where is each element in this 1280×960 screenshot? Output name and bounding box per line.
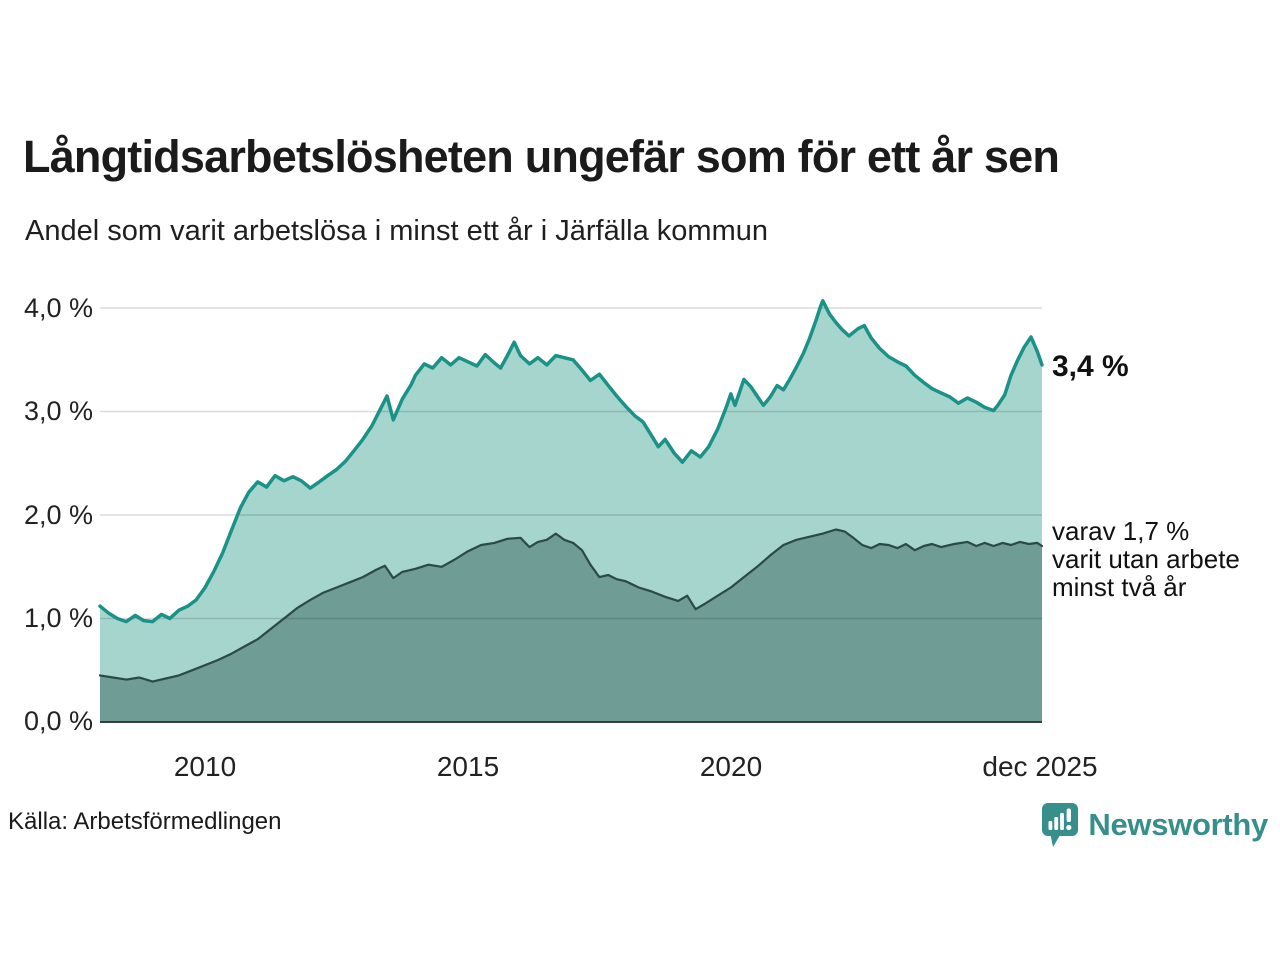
page-title: Långtidsarbetslösheten ungefär som för e…	[23, 131, 1060, 182]
newsworthy-bubble-chart-icon	[1041, 802, 1079, 848]
chart-series-lines	[98, 299, 1044, 683]
series-area	[100, 529, 1042, 722]
y-tick-label: 4,0 %	[23, 293, 93, 323]
annotation-line: varit utan arbete	[1052, 544, 1240, 574]
series-line	[98, 528, 1044, 683]
brand-name: Newsworthy	[1088, 807, 1268, 842]
x-tick-label: 2010	[173, 751, 237, 782]
chart-area-fills	[100, 300, 1042, 722]
chart-subtitle: Andel som varit arbetslösa i minst ett å…	[25, 215, 768, 247]
y-tick-label: 1,0 %	[23, 603, 93, 633]
x-tick-label: dec 2025	[982, 751, 1098, 782]
y-tick-label: 2,0 %	[23, 500, 93, 530]
y-tick-label: 3,0 %	[23, 396, 93, 426]
series-end-value-label: 3,4 %	[1052, 350, 1129, 383]
x-tick-label: 2015	[436, 751, 500, 782]
source-attribution: Källa: Arbetsförmedlingen	[8, 808, 282, 835]
chart-gridlines	[100, 307, 1042, 620]
series-annotation: varav 1,7 % varit utan arbete minst två …	[1052, 517, 1240, 601]
x-tick-label: 2020	[699, 751, 763, 782]
series-line	[98, 299, 1044, 624]
brand-logo: Newsworthy	[1041, 802, 1268, 848]
annotation-line: minst två år	[1052, 572, 1187, 602]
y-tick-label: 0,0 %	[23, 706, 93, 736]
annotation-line: varav 1,7 %	[1052, 516, 1190, 546]
